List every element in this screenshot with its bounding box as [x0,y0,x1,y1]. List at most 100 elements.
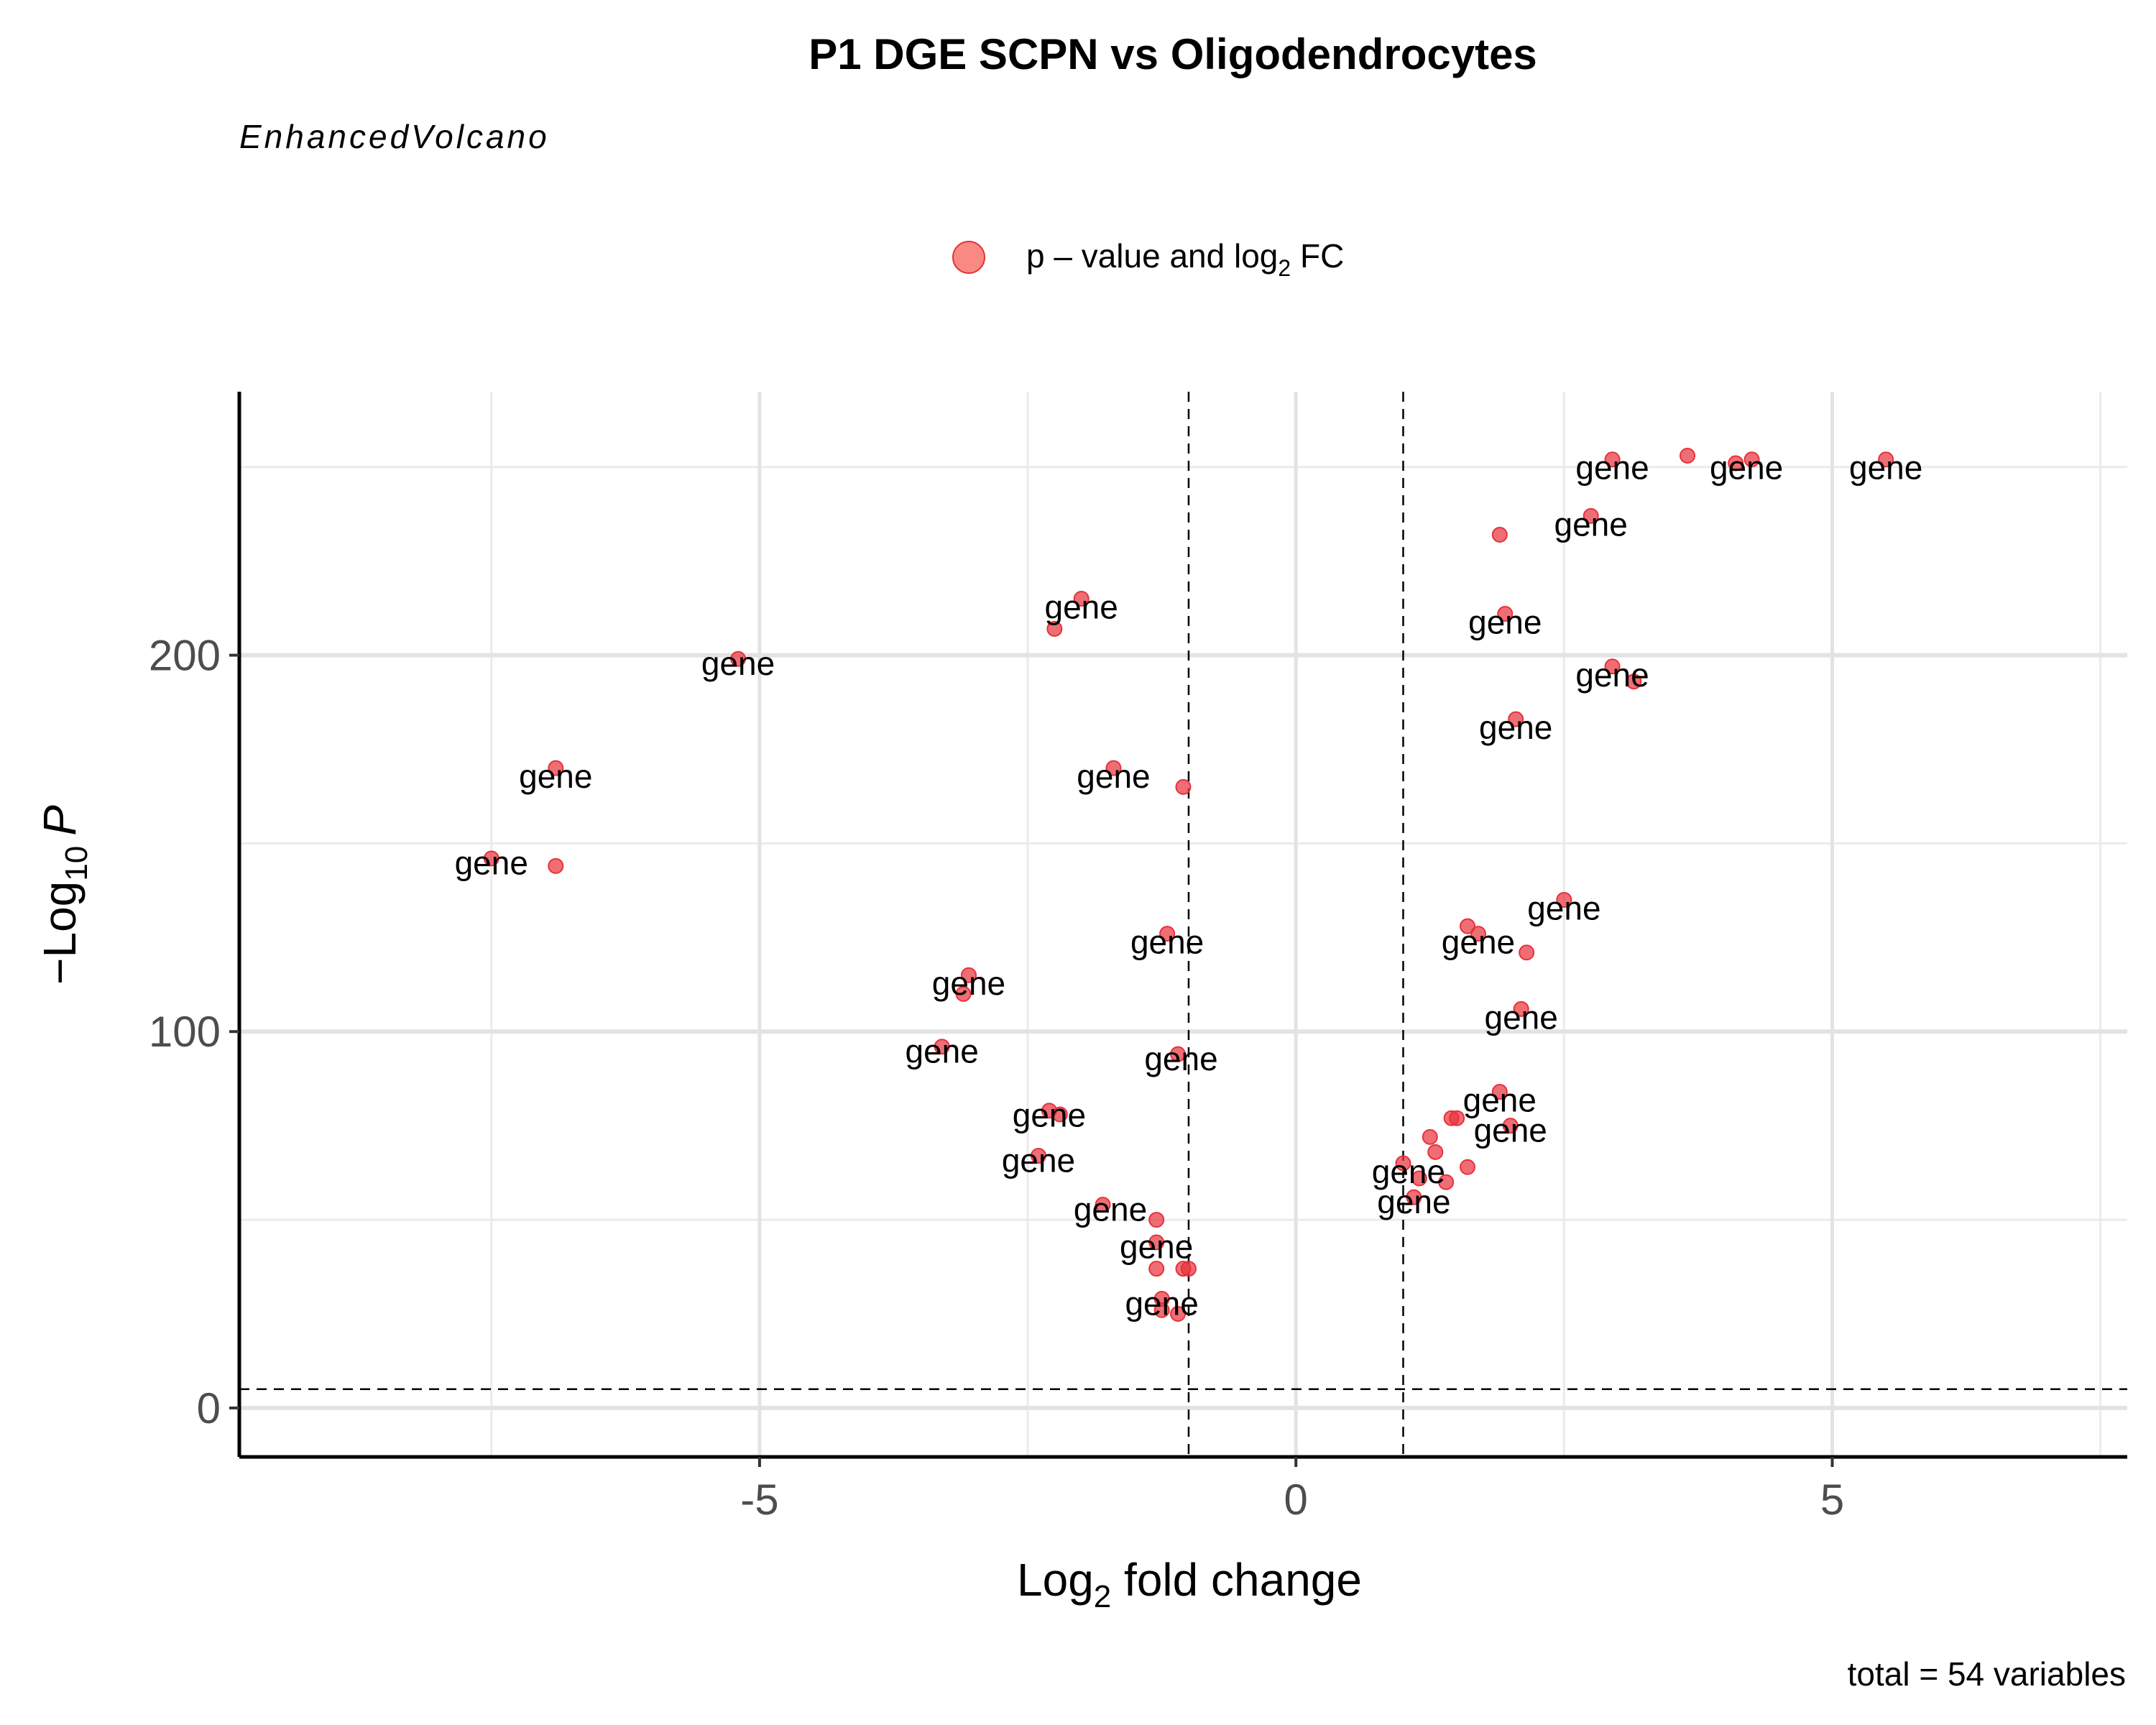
chart-subtitle: EnhancedVolcano [239,118,550,155]
point-label: gene [1372,1153,1445,1190]
data-point [1105,760,1122,776]
point-label: gene [1474,1111,1547,1149]
point-label: gene [1074,1190,1147,1228]
data-point [1180,1261,1197,1277]
x-tick-label: 5 [1820,1476,1844,1524]
data-point [1878,451,1894,468]
axes [237,392,2127,1459]
data-point [1153,1302,1170,1318]
data-point [1051,1106,1068,1123]
point-label: gene [1002,1141,1075,1179]
legend: p – value and log2 FC [952,237,1344,281]
point-label: gene [1479,709,1552,746]
point-label: gene [1077,758,1150,795]
point-label: gene [1013,1096,1086,1133]
data-point [1170,1306,1187,1322]
data-point [1583,507,1599,524]
data-point [1513,1000,1529,1017]
data-point [1395,1155,1411,1172]
data-point [1626,673,1642,690]
data-point [1449,1110,1465,1126]
point-labels: gene gene gene gene gene gene gene gene gene gene… [455,449,1923,1322]
y-tick-label: 200 [149,632,221,680]
point-label: gene [519,758,592,795]
x-axis-ticks: -5 0 5 [740,1457,1844,1524]
y-tick-label: 100 [149,1008,221,1056]
data-point [934,1039,950,1055]
cutoff-lines [239,392,2127,1457]
y-axis-title-p: P [34,805,86,836]
data-point [1148,1234,1165,1251]
point-label: gene [1554,505,1628,543]
point-label: gene [932,965,1005,1002]
data-point [960,967,977,983]
grid-lines [239,392,2127,1457]
data-point [1046,620,1063,637]
data-point [1491,1084,1508,1100]
chart-title: P1 DGE SCPN vs Oligodendrocytes [808,30,1537,78]
data-point [548,760,564,776]
x-axis-title-rest: fold change [1111,1554,1362,1606]
data-point [1148,1212,1165,1228]
point-label: gene [1377,1183,1450,1220]
point-label: gene [1527,889,1600,926]
data-points [483,448,1894,1322]
point-label: gene [1120,1228,1193,1266]
data-point [955,985,972,1002]
point-label: gene [1468,603,1542,640]
data-point [483,850,499,867]
point-label: gene [1144,1040,1217,1077]
x-tick-label: 0 [1284,1476,1308,1524]
legend-label-end: FC [1291,237,1344,275]
data-point [1073,591,1089,607]
data-point [1743,451,1760,468]
point-label: gene [455,845,528,882]
point-label: gene [1485,998,1558,1036]
data-point [1502,1118,1519,1134]
point-label: gene [1849,449,1922,487]
data-point [1175,778,1192,795]
data-point [1497,605,1514,622]
legend-label-main: p – value and log [1026,237,1278,275]
point-label: gene [1710,449,1783,487]
data-point [1148,1261,1165,1277]
data-point [1460,918,1476,934]
data-point [1427,1144,1444,1160]
data-point [1460,1159,1476,1175]
data-point [730,650,747,667]
data-point [548,857,564,874]
x-axis-title: Log2 fold change [1017,1554,1362,1614]
y-axis-title-sub: 10 [59,846,94,881]
data-point [1095,1197,1111,1213]
data-point [1556,891,1572,908]
point-label: gene [1463,1082,1537,1119]
x-tick-label: -5 [740,1476,778,1524]
point-label: gene [701,645,775,682]
caption: total = 54 variables [1848,1655,2126,1693]
point-label: gene [1442,924,1515,961]
data-point [1604,658,1621,675]
x-axis-title-sub: 2 [1094,1579,1111,1614]
data-point [1438,1174,1455,1190]
data-point [1411,1170,1427,1187]
data-point [1728,455,1744,472]
y-axis-ticks: 0 100 200 [149,632,239,1432]
data-point [1159,926,1176,942]
y-tick-label: 0 [197,1384,221,1432]
point-label: gene [1130,924,1204,961]
point-label: gene [1125,1284,1198,1322]
data-point [1519,944,1535,961]
legend-point-icon [952,241,985,274]
point-label: gene [1575,449,1649,487]
legend-label: p – value and log2 FC [1026,237,1344,281]
data-point [1170,1046,1187,1062]
point-label: gene [1045,588,1118,625]
data-point [1508,711,1524,727]
data-point [1030,1148,1046,1164]
point-label: gene [1575,656,1649,694]
data-point [1406,1189,1422,1205]
point-label: gene [905,1032,978,1070]
y-axis-title: −Log10 P [34,805,94,985]
